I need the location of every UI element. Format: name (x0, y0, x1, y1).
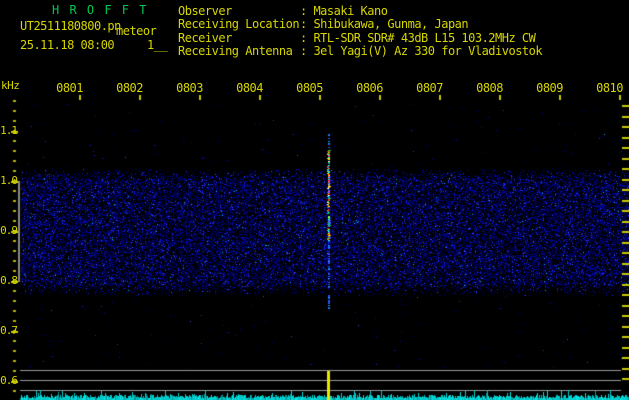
station-info-value: : Shibukawa, Gunma, Japan (300, 17, 469, 32)
freq-tick-label: 0.8 (0, 274, 18, 287)
time-tick-label: 0806 (356, 81, 383, 95)
freq-tick-label: 0.7 (0, 324, 18, 337)
freq-unit-label: kHz (1, 79, 20, 92)
time-tick-label: 0807 (416, 81, 443, 95)
station-info-value: : 3el Yagi(V) Az 330 for Vladivostok (300, 44, 543, 59)
echo-counter: 1__ (147, 38, 168, 52)
time-tick-label: 0801 (56, 81, 83, 95)
freq-tick-label: 1.0 (0, 174, 18, 187)
station-info-value: : Masaki Kano (300, 4, 388, 18)
time-tick-label: 0804 (236, 81, 263, 95)
time-tick-label: 0805 (296, 81, 323, 95)
station-info-label: Observer (178, 4, 232, 18)
capture-filename: UT2511180800.pn (20, 19, 121, 33)
time-tick-label: 0809 (536, 81, 563, 95)
time-tick-label: 0802 (116, 81, 143, 95)
time-tick-label: 0808 (476, 81, 503, 95)
station-info-label: Receiver (178, 30, 232, 45)
time-tick-label: 0810 (596, 81, 623, 95)
app-title: H R O F F T (52, 3, 148, 17)
capture-datetime: 25.11.18 08:00 (20, 38, 115, 52)
station-info-label: Receiving Location (178, 17, 300, 32)
freq-tick-label: 1.1 (0, 124, 18, 137)
time-tick-label: 0803 (176, 81, 203, 95)
mode-label: meteor (116, 24, 157, 38)
freq-tick-label: 0.9 (0, 224, 18, 237)
freq-tick-label: 0.6 (0, 374, 18, 387)
station-info-label: Receiving Antenna (178, 44, 293, 59)
station-info-value: : RTL-SDR SDR# 43dB L15 103.2MHz CW (300, 30, 536, 45)
